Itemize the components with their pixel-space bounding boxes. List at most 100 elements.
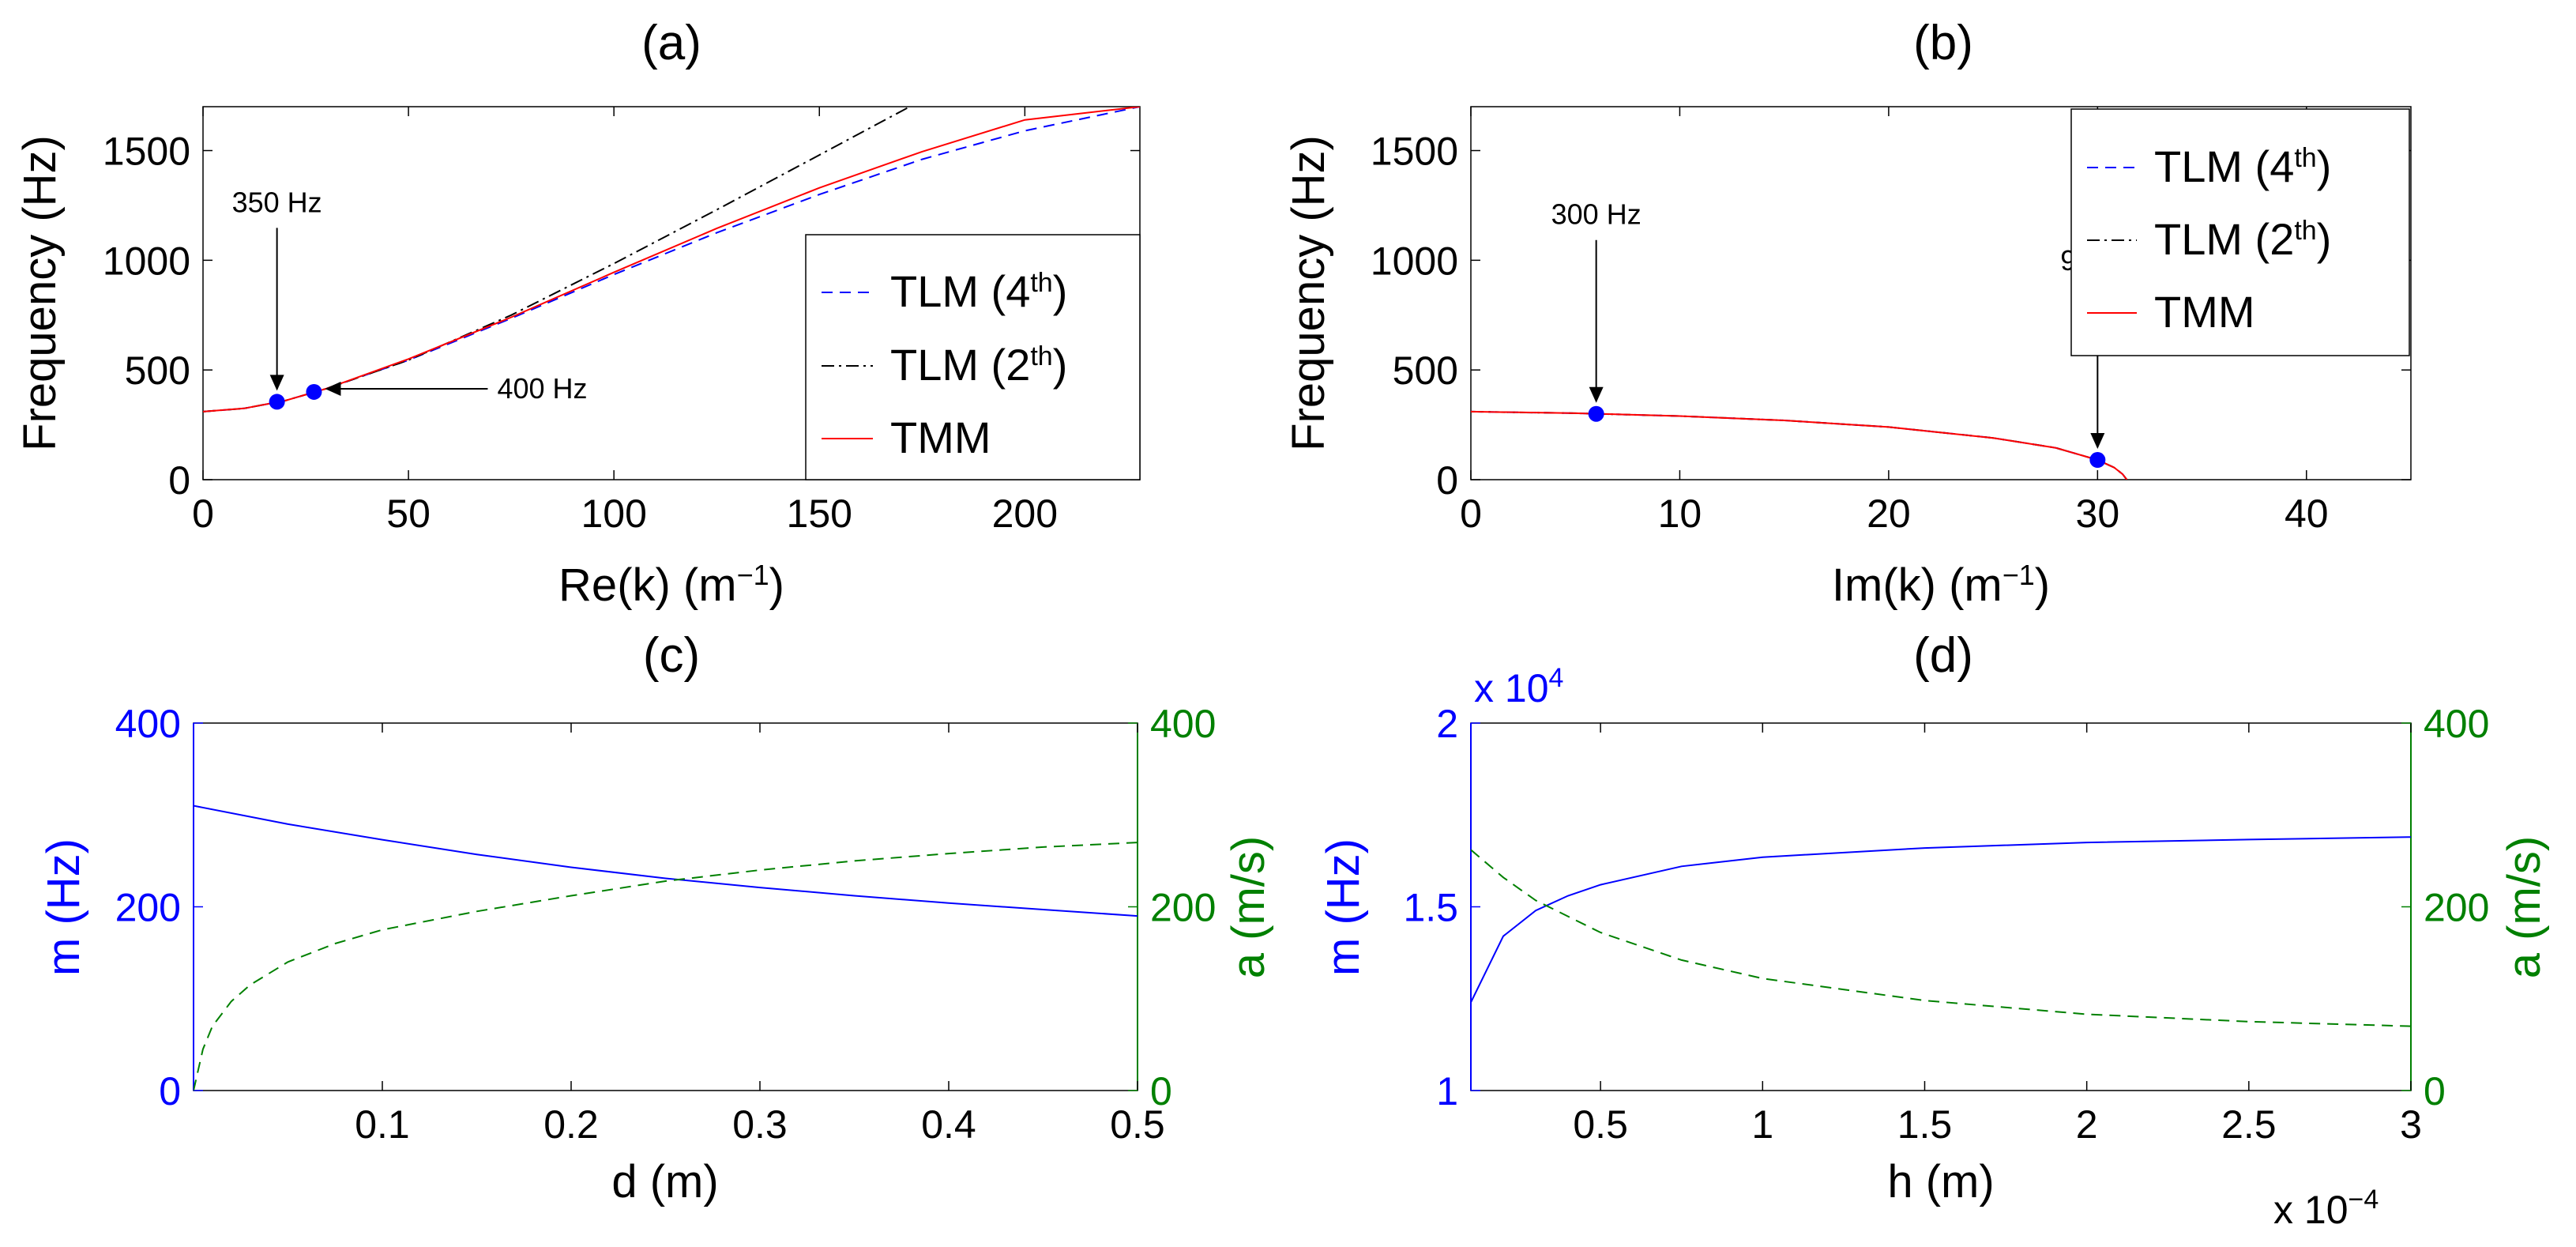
panel-c-series bbox=[194, 804, 1138, 1091]
panel-d-left-label: m (Hz) bbox=[1318, 838, 1369, 976]
legend-label-tlm2: TLM (2th) bbox=[890, 340, 1067, 390]
x-tick-label: 2 bbox=[2076, 1102, 2098, 1147]
panel-a-title: (a) bbox=[641, 16, 701, 70]
panel-b-markers bbox=[1588, 405, 2106, 469]
annotation-arrowhead bbox=[325, 381, 341, 396]
y-tick-label: 500 bbox=[125, 348, 190, 393]
panel-d-right-label: a (m/s) bbox=[2499, 836, 2550, 978]
y-tick-label: 400 bbox=[2424, 702, 2489, 746]
panel-d-left-exponent: x 104 bbox=[1474, 663, 1563, 710]
panel-b-axes-box bbox=[1470, 106, 2412, 480]
x-tick-label: 0.4 bbox=[921, 1102, 976, 1147]
y-tick-label: 400 bbox=[1150, 702, 1216, 746]
panel-d-x-ticks: 0.5 1 1.5 2 2.5 3 bbox=[1573, 723, 2422, 1147]
panel-b-legend-box bbox=[2070, 108, 2410, 356]
data-marker bbox=[2089, 452, 2106, 469]
y-tick-label: 0 bbox=[168, 458, 190, 503]
panel-a-y-label: Frequency (Hz) bbox=[14, 135, 66, 451]
panel-c-right-ticks: 0 200 400 bbox=[1128, 702, 1216, 1113]
y-tick-label: 0 bbox=[159, 1069, 181, 1113]
panel-c-x-label: d (m) bbox=[611, 1156, 718, 1207]
panel-b-y-label: Frequency (Hz) bbox=[1283, 135, 1334, 451]
panel-a-markers bbox=[269, 383, 322, 410]
x-tick-label: 150 bbox=[787, 492, 852, 536]
y-tick-label: 2 bbox=[1436, 702, 1458, 746]
x-tick-label: 1.5 bbox=[1897, 1102, 1953, 1147]
panel-c-x-ticks: 0.1 0.2 0.3 0.4 0.5 bbox=[355, 723, 1165, 1147]
panel-d-x-label: h (m) bbox=[1887, 1156, 1994, 1207]
y-tick-label: 1000 bbox=[103, 239, 190, 283]
y-tick-label: 1000 bbox=[1371, 239, 1458, 283]
series-line-m bbox=[1471, 836, 2411, 1003]
data-marker bbox=[1588, 405, 1604, 422]
legend-label-tlm2: TLM (2th) bbox=[2154, 214, 2331, 264]
y-tick-label: 200 bbox=[2424, 886, 2489, 930]
x-tick-label: 0.5 bbox=[1573, 1102, 1628, 1147]
panel-c-left-label: m (Hz) bbox=[38, 838, 89, 976]
annotation-label: 400 Hz bbox=[497, 372, 587, 405]
x-tick-label: 3 bbox=[2400, 1102, 2422, 1147]
panel-a: (a) 0 50 100 150 200 0 500 1000 1500 350 Hz 400 … bbox=[14, 16, 1141, 612]
x-tick-label: 50 bbox=[386, 492, 431, 536]
panel-c: (c) 0.1 0.2 0.3 0.4 0.5 0 200 400 0 200 400 d (m… bbox=[38, 628, 1274, 1207]
panel-a-legend: TLM (4th) TLM (2th) TMM bbox=[805, 234, 1141, 480]
annotation-label: 350 Hz bbox=[232, 186, 322, 218]
series-line-a bbox=[194, 842, 1138, 1091]
y-tick-label: 200 bbox=[115, 886, 181, 930]
y-tick-label: 1500 bbox=[103, 130, 190, 174]
annotation-label: 300 Hz bbox=[1551, 198, 1641, 231]
panel-d-x-exponent: x 10−4 bbox=[2273, 1185, 2379, 1232]
panel-b-series bbox=[1471, 410, 2128, 480]
x-tick-label: 0.3 bbox=[732, 1102, 788, 1147]
annotation-arrowhead bbox=[269, 375, 284, 391]
legend-label-tmm: TMM bbox=[2154, 287, 2255, 337]
series-line-tmm bbox=[1471, 410, 2128, 480]
panel-a-y-ticks: 0 500 1000 1500 bbox=[103, 130, 1140, 503]
x-tick-label: 0.5 bbox=[1110, 1102, 1165, 1147]
panel-d-left-ticks: 11.52 bbox=[1403, 702, 1480, 1113]
x-tick-label: 0.2 bbox=[543, 1102, 599, 1147]
data-marker bbox=[306, 383, 322, 400]
x-tick-label: 0 bbox=[1460, 492, 1482, 536]
y-tick-label: 1 bbox=[1436, 1069, 1458, 1113]
annotation-arrowhead bbox=[1589, 386, 1604, 403]
y-tick-label: 1500 bbox=[1371, 130, 1458, 174]
x-tick-label: 30 bbox=[2076, 492, 2120, 536]
x-tick-label: 200 bbox=[992, 492, 1058, 536]
panel-a-x-label: Re(k) (m−1) bbox=[558, 559, 784, 612]
x-tick-label: 2.5 bbox=[2221, 1102, 2277, 1147]
x-tick-label: 0 bbox=[192, 492, 214, 536]
panel-c-right-label: a (m/s) bbox=[1223, 836, 1274, 978]
y-tick-label: 400 bbox=[115, 702, 181, 746]
panel-a-annotations: 350 Hz 400 Hz bbox=[232, 186, 588, 405]
annotation-arrowhead bbox=[2090, 433, 2105, 450]
series-line-a bbox=[1471, 849, 2411, 1027]
y-tick-label: 200 bbox=[1150, 886, 1216, 930]
panel-d-right-ticks: 0 200 400 bbox=[2401, 702, 2489, 1113]
x-tick-label: 100 bbox=[581, 492, 646, 536]
y-tick-label: 500 bbox=[1393, 348, 1458, 393]
x-tick-label: 0.1 bbox=[355, 1102, 410, 1147]
x-tick-label: 10 bbox=[1658, 492, 1702, 536]
series-line-tlm-2th- bbox=[203, 107, 911, 413]
y-tick-label: 0 bbox=[1150, 1069, 1172, 1113]
panel-b-y-ticks: 0 500 1000 1500 bbox=[1371, 130, 2411, 503]
series-line-m bbox=[194, 804, 1138, 917]
y-tick-label: 0 bbox=[2424, 1069, 2446, 1113]
panel-d-title: (d) bbox=[1913, 628, 1973, 683]
y-tick-label: 0 bbox=[1436, 458, 1458, 503]
x-tick-label: 20 bbox=[1867, 492, 1911, 536]
data-marker bbox=[269, 394, 285, 410]
legend-label-tmm: TMM bbox=[890, 413, 991, 462]
x-tick-label: 40 bbox=[2285, 492, 2329, 536]
panel-b-x-label: Im(k) (m−1) bbox=[1832, 559, 2050, 612]
panel-b-x-ticks: 0 10 20 30 40 bbox=[1460, 107, 2329, 536]
legend-label-tlm4: TLM (4th) bbox=[890, 266, 1067, 316]
y-tick-label: 1.5 bbox=[1403, 886, 1458, 930]
panel-b-title: (b) bbox=[1913, 16, 1973, 70]
panel-b-legend: TLM (4th) TLM (2th) TMM bbox=[2070, 108, 2410, 356]
legend-label-tlm4: TLM (4th) bbox=[2154, 141, 2331, 191]
